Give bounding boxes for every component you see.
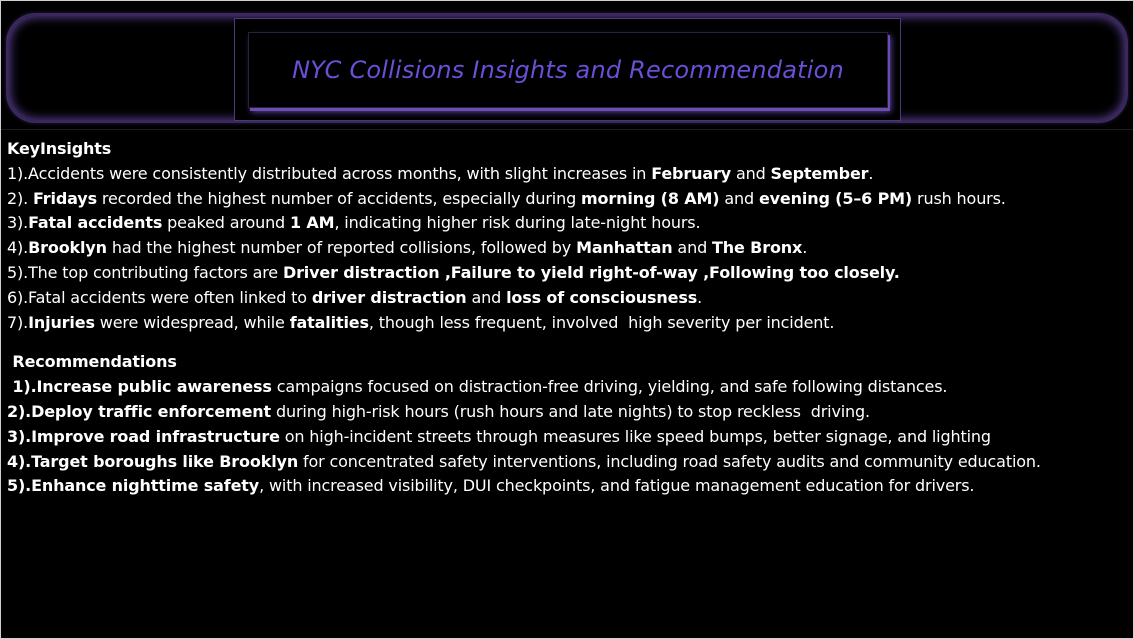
recommendation-item: 2).Deploy traffic enforcement during hig…: [7, 400, 1127, 425]
emphasis-text: Fatal accidents: [28, 213, 163, 233]
item-text: , indicating higher risk during late-nig…: [334, 213, 701, 233]
item-text: rush hours.: [912, 188, 1006, 208]
emphasis-text: Manhattan: [576, 238, 673, 258]
title-frame: NYC Collisions Insights and Recommendati…: [234, 18, 901, 121]
emphasis-text: February: [651, 163, 732, 183]
insights-heading: KeyInsights: [7, 139, 112, 158]
emphasis-text: loss of consciousness: [506, 287, 698, 307]
emphasis-text: evening (5–6 PM): [758, 188, 913, 208]
emphasis-text: September: [770, 163, 869, 183]
item-text: 7).: [7, 312, 29, 332]
insight-item: 1).Accidents were consistently distribut…: [7, 162, 1127, 187]
item-text: .: [868, 163, 874, 183]
emphasis-text: fatalities: [289, 312, 369, 332]
emphasis-text: Fridays: [33, 188, 97, 208]
item-text: during high-risk hours (rush hours and l…: [271, 401, 870, 421]
item-text: 5).The top contributing factors are: [7, 262, 283, 282]
emphasis-text: Injuries: [28, 312, 95, 332]
item-text: .: [697, 287, 703, 307]
item-text: , though less frequent, involved high se…: [368, 312, 835, 332]
emphasis-text: Brooklyn: [28, 238, 107, 258]
title-box: NYC Collisions Insights and Recommendati…: [248, 32, 888, 108]
emphasis-text: 2).Deploy traffic enforcement: [7, 401, 272, 421]
item-text: campaigns focused on distraction-free dr…: [271, 377, 948, 397]
item-text: , with increased visibility, DUI checkpo…: [259, 476, 975, 496]
item-text: 3).: [7, 213, 29, 233]
text-content: KeyInsights 1).Accidents were consistent…: [7, 137, 1127, 499]
insight-item: 2). Fridays recorded the highest number …: [7, 187, 1127, 212]
item-text: on high-incident streets through measure…: [279, 426, 991, 446]
item-text: and: [466, 287, 507, 307]
recommendation-item: 4).Target boroughs like Brooklyn for con…: [7, 450, 1127, 475]
insight-item: 7).Injuries were widespread, while fatal…: [7, 311, 1127, 336]
header-divider: [1, 129, 1133, 130]
recommendation-item: 1).Increase public awareness campaigns f…: [7, 375, 1127, 400]
item-text: .: [802, 238, 808, 258]
item-text: and: [719, 188, 759, 208]
emphasis-text: 4).Target boroughs like Brooklyn: [7, 451, 299, 471]
item-text: and: [672, 238, 713, 258]
item-text: and: [731, 163, 771, 183]
insight-item: 5).The top contributing factors are Driv…: [7, 261, 1127, 286]
section-gap: [7, 335, 1127, 350]
emphasis-text: The Bronx: [712, 238, 803, 258]
item-text: recorded the highest number of accidents…: [96, 188, 582, 208]
emphasis-text: 1).Increase public awareness: [7, 377, 272, 397]
item-text: were widespread, while: [94, 312, 290, 332]
item-text: for concentrated safety interventions, i…: [298, 451, 1041, 471]
insight-item: 3).Fatal accidents peaked around 1 AM, i…: [7, 211, 1127, 236]
page-title: NYC Collisions Insights and Recommendati…: [292, 56, 844, 84]
insight-item: 4).Brooklyn had the highest number of re…: [7, 236, 1127, 261]
emphasis-text: Driver distraction ,Failure to yield rig…: [282, 262, 900, 282]
item-text: had the highest number of reported colli…: [106, 238, 577, 258]
emphasis-text: 1 AM: [290, 213, 335, 233]
item-text: 4).: [7, 238, 29, 258]
recommendation-item: 3).Improve road infrastructure on high-i…: [7, 425, 1127, 450]
item-text: 1).Accidents were consistently distribut…: [7, 163, 652, 183]
item-text: 2).: [7, 188, 33, 208]
emphasis-text: 3).Improve road infrastructure: [7, 426, 280, 446]
insight-item: 6).Fatal accidents were often linked to …: [7, 286, 1127, 311]
recommendations-heading: Recommendations: [7, 352, 177, 372]
recommendation-item: 5).Enhance nighttime safety, with increa…: [7, 474, 1127, 499]
emphasis-text: morning (8 AM): [581, 188, 720, 208]
emphasis-text: driver distraction: [311, 287, 467, 307]
item-text: 6).Fatal accidents were often linked to: [7, 287, 312, 307]
emphasis-text: 5).Enhance nighttime safety: [7, 476, 260, 496]
item-text: peaked around: [162, 213, 291, 233]
insights-list: 1).Accidents were consistently distribut…: [7, 162, 1127, 336]
recommendations-list: 1).Increase public awareness campaigns f…: [7, 375, 1127, 499]
